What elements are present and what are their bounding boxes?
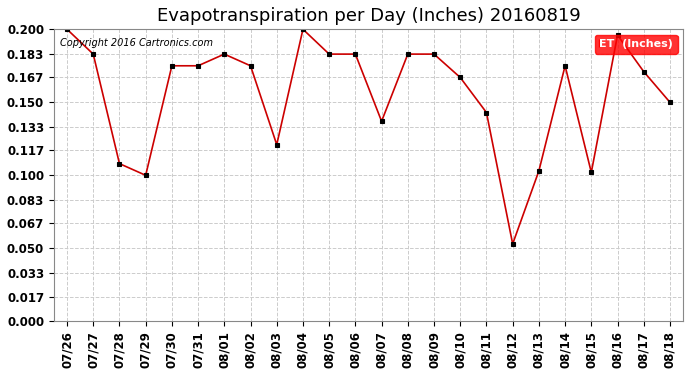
Text: Copyright 2016 Cartronics.com: Copyright 2016 Cartronics.com	[60, 38, 213, 48]
Title: Evapotranspiration per Day (Inches) 20160819: Evapotranspiration per Day (Inches) 2016…	[157, 7, 580, 25]
Legend: ET  (Inches): ET (Inches)	[595, 35, 678, 54]
